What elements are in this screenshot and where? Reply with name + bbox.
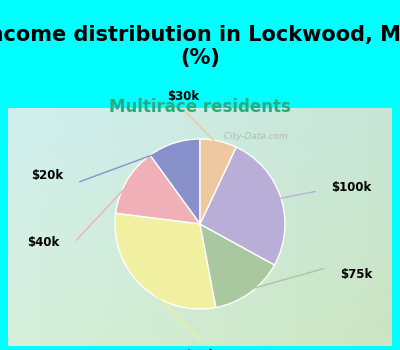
Text: $50k: $50k xyxy=(184,349,216,350)
Wedge shape xyxy=(115,214,216,309)
Text: $30k: $30k xyxy=(167,90,200,103)
Wedge shape xyxy=(200,224,274,308)
Text: $75k: $75k xyxy=(340,268,373,281)
Text: $20k: $20k xyxy=(31,169,63,182)
Wedge shape xyxy=(150,139,200,224)
Wedge shape xyxy=(200,147,285,265)
Text: $40k: $40k xyxy=(27,236,60,249)
Wedge shape xyxy=(116,155,200,224)
Text: City-Data.com: City-Data.com xyxy=(221,132,288,141)
Wedge shape xyxy=(200,139,236,224)
Text: Multirace residents: Multirace residents xyxy=(109,98,291,116)
Text: Income distribution in Lockwood, MO
(%): Income distribution in Lockwood, MO (%) xyxy=(0,25,400,68)
Text: $100k: $100k xyxy=(331,181,372,194)
